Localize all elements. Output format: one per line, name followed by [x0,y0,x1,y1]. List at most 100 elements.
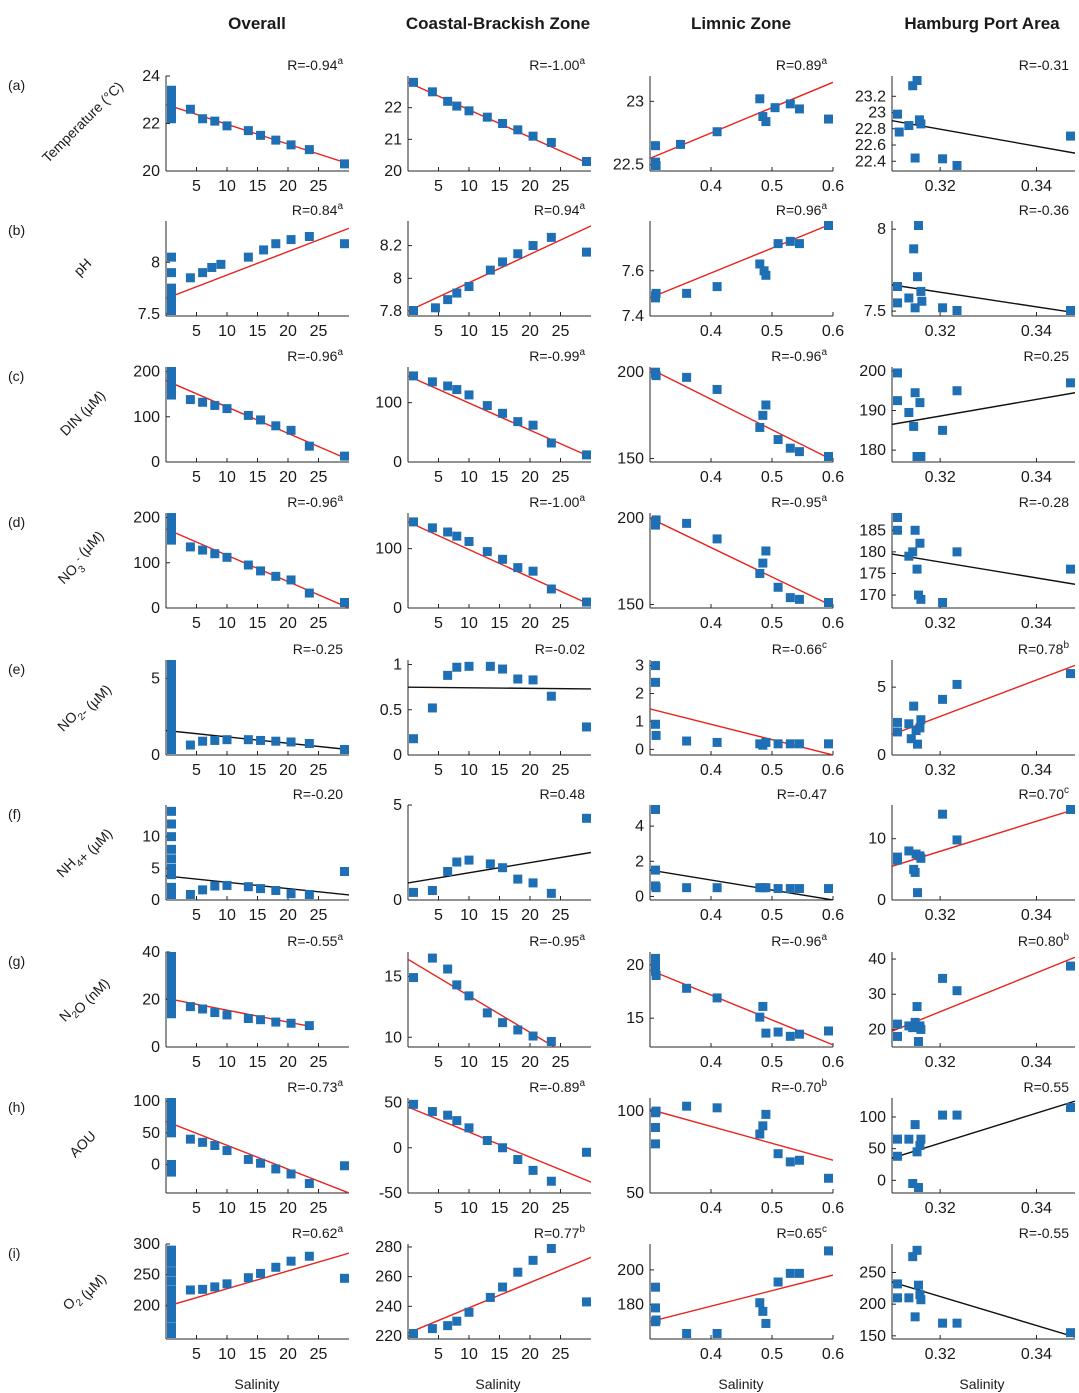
data-point [340,159,349,169]
data-point [773,739,783,749]
data-point [528,1255,538,1265]
data-point [452,1116,462,1126]
data-point [210,881,220,891]
data-point [185,104,195,114]
data-point [913,1037,923,1046]
r-value-label: R=-0.36 [1019,202,1069,218]
x-tick-label: 0.32 [925,762,956,779]
data-point [528,420,538,430]
data-point [167,745,176,754]
data-point [464,1307,474,1317]
regression-line [650,1108,833,1161]
x-tick-label: 5 [434,615,443,632]
r-value-label: R=-0.02 [535,641,585,657]
y-tick-label: 50 [868,1141,886,1158]
column-title-coastal-brackish: Coastal-Brackish Zone [406,14,590,33]
r-value-label: R=0.84a [292,201,344,218]
x-tick-label: 0.34 [1021,1054,1052,1071]
data-point [712,1329,722,1338]
x-tick-label: 10 [218,762,236,779]
data-point [912,76,922,85]
data-point [651,1139,660,1149]
x-tick-label: 15 [491,178,509,195]
y-tick-label: 40 [868,951,886,968]
data-point [464,106,474,116]
data-point [167,88,176,98]
panel-r7-c1: 5 10 15 20 25 -50 0 50 R=-0.89a [379,1078,591,1217]
data-point [167,373,176,383]
data-point [910,867,920,877]
r-value-label: R=0.80b [1018,932,1070,949]
data-point [761,1318,771,1328]
data-point [893,1031,902,1041]
x-tick-label: 5 [192,1054,201,1071]
data-point [243,560,253,570]
data-point [651,288,661,298]
x-tick-label: 5 [192,907,201,924]
data-point [938,809,948,819]
y-tick-label: 180 [617,1296,644,1313]
data-point [167,107,176,117]
data-point [286,737,296,747]
row-label: (b) [8,222,25,238]
data-point [167,1004,176,1014]
data-point [167,660,176,669]
data-point [409,1099,418,1109]
data-point [651,141,660,151]
data-point [256,735,266,745]
x-tick-label: 0.6 [822,615,844,632]
data-point [528,675,538,685]
data-point [304,1179,314,1188]
x-tick-label: 20 [521,1200,539,1217]
data-point [758,410,768,420]
y-tick-label: 175 [859,565,886,582]
x-tick-label: 5 [192,615,201,632]
x-tick-label: 15 [491,469,509,486]
y-tick-label: 20 [142,163,160,180]
x-tick-label: 5 [192,178,201,195]
x-tick-label: 5 [434,469,443,486]
data-point [528,1165,538,1175]
data-point [513,563,523,573]
data-point [915,538,925,548]
data-point [651,661,660,671]
data-point [427,377,437,387]
data-point [286,140,296,150]
y-tick-label: 50 [384,1095,402,1112]
data-point [340,1273,349,1283]
regression-line [650,368,833,461]
y-tick-label: 7.8 [380,303,402,320]
y-tick-label: 200 [133,1297,160,1314]
data-point [167,513,176,523]
data-point [676,139,685,149]
data-point [210,400,220,410]
y-tick-label: 0 [151,600,160,617]
data-point [167,735,176,745]
data-point [916,286,926,296]
x-tick-label: 25 [310,907,328,924]
data-point [167,1128,176,1138]
data-point [167,968,176,978]
data-point [271,239,281,249]
data-point [498,408,508,418]
y-tick-label: 100 [133,555,160,572]
panel-r6-c2: 0.4 0.5 0.6 15 20 R=-0.96a [626,932,844,1071]
data-point [222,1146,232,1156]
data-point [909,244,919,254]
data-point [185,890,195,899]
r-value-label: R=-0.96a [287,493,343,510]
data-point [651,805,660,814]
data-point [167,288,176,298]
data-point [824,1026,833,1036]
column-title-hamburg-port: Hamburg Port Area [904,14,1060,33]
data-point [286,425,296,435]
x-tick-label: 25 [310,323,328,340]
data-point [286,889,296,899]
data-point [910,1120,920,1130]
data-point [915,723,925,733]
data-point [893,282,902,292]
data-point [271,736,281,746]
data-point [824,1173,833,1183]
x-axis-label-col2: Salinity [475,1376,520,1392]
panel-r1-c2: 0.4 0.5 0.6 7.4 7.6 R=0.96a [622,201,844,340]
